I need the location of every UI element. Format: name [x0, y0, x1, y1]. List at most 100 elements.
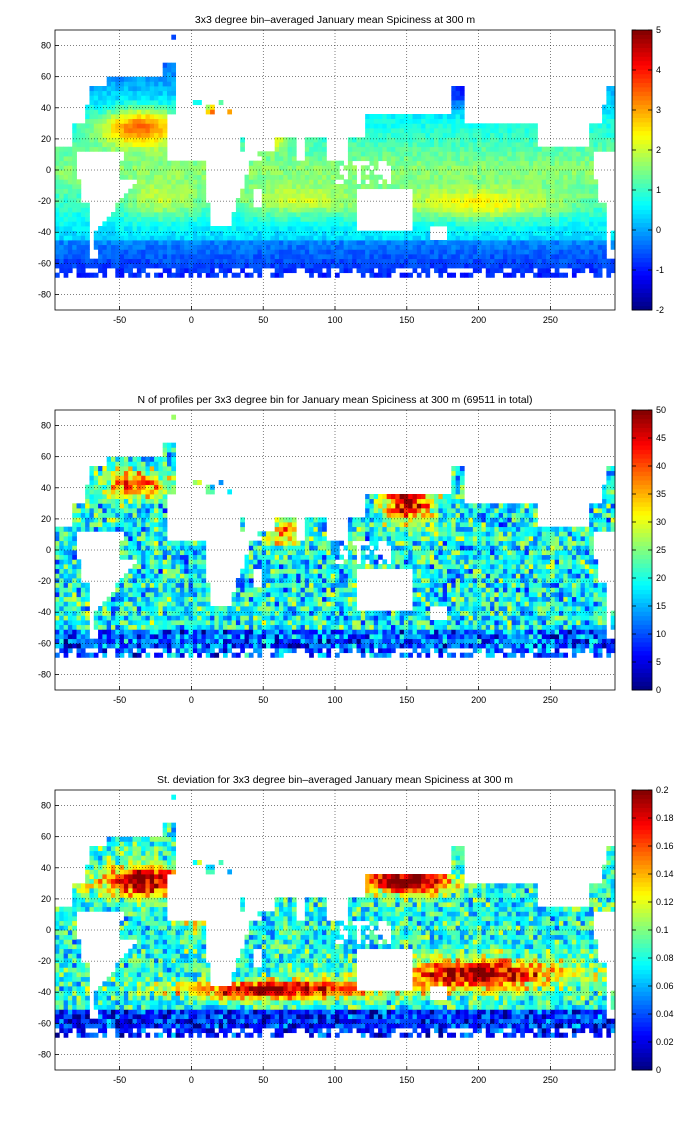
data-cell [167, 475, 172, 481]
data-cell [119, 480, 125, 486]
data-cell [477, 132, 482, 138]
data-cell [205, 648, 211, 654]
data-cell [524, 249, 530, 255]
data-cell [171, 62, 177, 68]
data-cell [434, 268, 439, 274]
data-cell [132, 489, 138, 495]
data-cell [115, 601, 121, 607]
data-cell [602, 226, 607, 232]
data-cell [300, 249, 306, 255]
data-cell [274, 254, 280, 260]
data-cell [184, 554, 189, 560]
data-cell [498, 202, 504, 208]
data-cell [425, 123, 431, 129]
data-cell [546, 151, 551, 157]
data-cell [154, 512, 159, 518]
data-cell [554, 170, 560, 176]
data-cell [63, 587, 69, 593]
data-cell [373, 258, 379, 264]
data-cell [442, 207, 448, 213]
colorbar-band [632, 91, 652, 97]
data-cell [154, 184, 159, 190]
data-cell [188, 592, 194, 598]
data-cell [106, 634, 112, 640]
data-cell [360, 170, 366, 176]
data-cell [128, 573, 133, 579]
data-cell [55, 230, 60, 236]
data-cell [171, 447, 177, 453]
data-cell [167, 484, 172, 490]
data-cell [356, 137, 362, 143]
data-cell [589, 244, 594, 250]
data-cell [136, 652, 142, 658]
data-cell [391, 114, 396, 120]
data-cell [593, 212, 599, 218]
data-cell [537, 188, 543, 194]
data-cell [98, 615, 103, 621]
data-cell [171, 86, 177, 92]
data-cell [123, 634, 129, 640]
data-cell [55, 526, 60, 532]
data-cell [438, 151, 444, 157]
data-cell [218, 629, 224, 635]
data-cell [218, 100, 224, 106]
data-cell [335, 263, 340, 269]
data-cell [447, 226, 452, 232]
data-cell [76, 578, 82, 584]
data-cell [524, 226, 530, 232]
x-tick-label: 150 [399, 315, 414, 325]
data-cell [93, 498, 99, 504]
data-cell [438, 165, 444, 171]
data-cell [85, 526, 90, 532]
data-cell [477, 184, 482, 190]
data-cell [279, 240, 284, 246]
data-cell [197, 268, 202, 274]
data-cell [279, 165, 284, 171]
data-cell [197, 170, 202, 176]
data-cell [128, 90, 133, 96]
data-cell [369, 179, 375, 185]
data-cell [132, 156, 138, 162]
data-cell [59, 202, 65, 208]
data-cell [210, 254, 215, 260]
data-cell [141, 179, 146, 185]
data-cell [205, 620, 211, 626]
data-cell [128, 554, 133, 560]
data-cell [421, 137, 426, 143]
data-cell [115, 254, 121, 260]
data-cell [145, 494, 151, 500]
data-cell [524, 179, 530, 185]
data-cell [192, 244, 198, 250]
data-cell [528, 156, 534, 162]
data-cell [210, 620, 215, 626]
data-cell [128, 643, 133, 649]
data-cell [274, 258, 280, 264]
data-cell [326, 249, 332, 255]
data-cell [494, 212, 500, 218]
data-cell [408, 230, 413, 236]
data-cell [494, 146, 500, 152]
data-cell [111, 606, 116, 612]
data-cell [80, 272, 86, 278]
data-cell [67, 258, 73, 264]
data-cell [72, 193, 77, 199]
data-cell [205, 207, 211, 213]
data-cell [162, 90, 168, 96]
data-cell [477, 160, 482, 166]
data-cell [179, 254, 185, 260]
data-cell [158, 503, 164, 509]
data-cell [158, 508, 164, 514]
data-cell [434, 207, 439, 213]
data-cell [162, 480, 168, 486]
data-cell [98, 634, 103, 640]
data-cell [167, 587, 172, 593]
data-cell [106, 624, 112, 630]
data-cell [498, 193, 504, 199]
data-cell [145, 652, 151, 658]
colorbar-band [632, 218, 652, 224]
data-cell [89, 114, 95, 120]
data-cell [253, 212, 258, 218]
data-cell [279, 151, 284, 157]
data-cell [425, 254, 431, 260]
data-cell [72, 522, 77, 528]
